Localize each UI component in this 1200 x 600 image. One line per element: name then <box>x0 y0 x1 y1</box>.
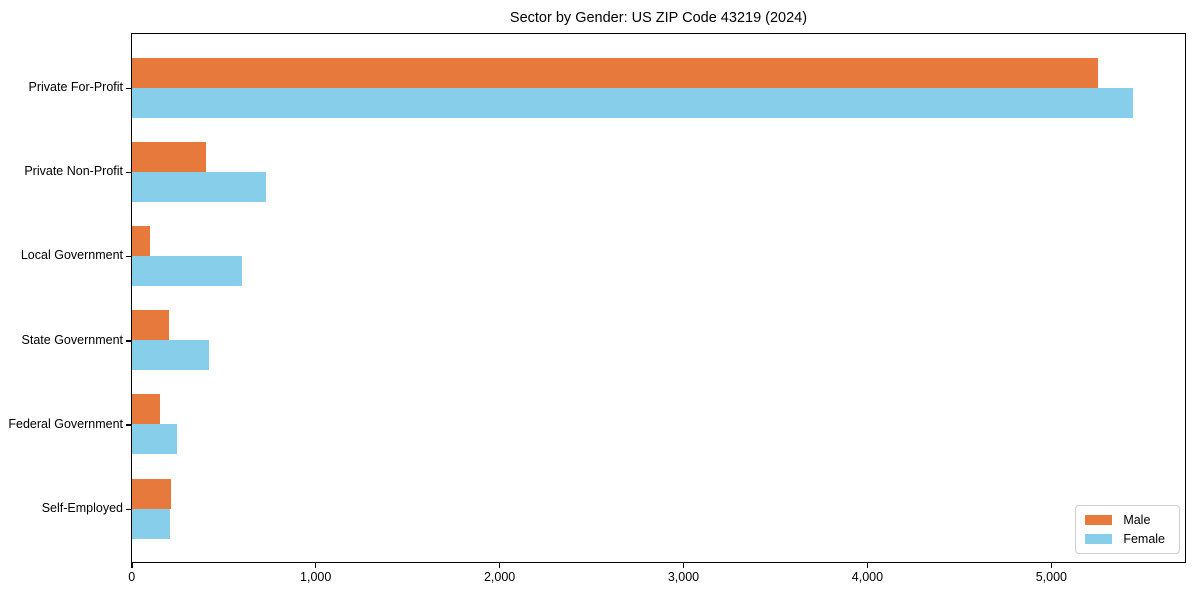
legend: Male Female <box>1075 505 1180 554</box>
chart-title: Sector by Gender: US ZIP Code 43219 (202… <box>509 10 808 26</box>
y-tick-label: Private For-Profit <box>28 80 123 94</box>
y-tick-mark <box>126 424 131 426</box>
y-tick-label: Local Government <box>20 248 123 263</box>
x-tick-mark <box>131 563 133 568</box>
y-tick-mark <box>126 87 131 89</box>
x-tick-mark <box>1050 563 1053 568</box>
x-tick-label: 1,000 <box>300 570 332 584</box>
bar-female-2 <box>132 171 267 202</box>
y-tick-mark <box>126 340 131 342</box>
legend-swatch-female-icon <box>1085 534 1113 544</box>
x-tick-mark <box>314 563 317 568</box>
x-tick-label: 4,000 <box>851 570 884 584</box>
bar-female-1 <box>132 87 1133 118</box>
bar-female-4 <box>132 340 210 371</box>
bar-male-4 <box>132 310 169 341</box>
bar-male-6 <box>132 478 171 509</box>
y-tick-label: Private Non-Profit <box>24 164 123 179</box>
legend-label-male: Male <box>1123 513 1151 527</box>
legend-swatch-male-icon <box>1085 515 1113 525</box>
x-tick-label: 0 <box>128 570 136 584</box>
y-tick-label: State Government <box>21 332 123 347</box>
bar-male-5 <box>132 394 160 425</box>
x-tick-label: 2,000 <box>483 570 516 584</box>
y-tick-mark <box>126 255 131 258</box>
plot-area <box>131 33 1186 563</box>
bar-female-3 <box>132 255 243 286</box>
y-tick-label: Self-Employed <box>41 501 123 515</box>
bar-female-5 <box>132 424 178 455</box>
x-tick-label: 3,000 <box>667 570 700 584</box>
bar-female-6 <box>132 508 170 539</box>
x-tick-mark <box>682 563 685 568</box>
legend-item-male: Male <box>1085 513 1165 527</box>
y-tick-mark <box>126 508 131 510</box>
x-tick-mark <box>866 563 869 568</box>
bar-male-1 <box>132 57 1098 88</box>
y-tick-label: Federal Government <box>8 416 123 431</box>
x-tick-mark <box>498 563 501 568</box>
bar-male-3 <box>132 225 151 256</box>
y-tick-mark <box>126 171 131 174</box>
legend-item-female: Female <box>1085 532 1165 546</box>
x-tick-label: 5,000 <box>1035 570 1067 584</box>
legend-label-female: Female <box>1123 532 1165 546</box>
bar-male-2 <box>132 141 206 172</box>
